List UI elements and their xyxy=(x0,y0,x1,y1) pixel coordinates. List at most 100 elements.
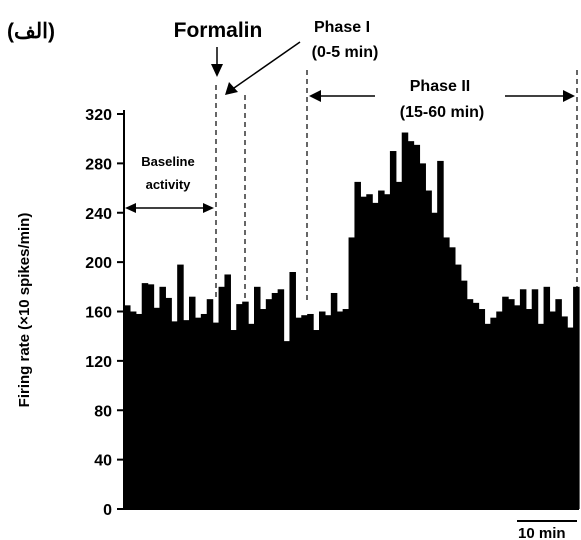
bar xyxy=(236,304,243,509)
bar xyxy=(295,317,302,509)
bar xyxy=(543,286,551,509)
baseline-label-line2: activity xyxy=(146,177,192,192)
bar xyxy=(177,264,184,509)
bar xyxy=(259,309,267,509)
bar xyxy=(407,141,415,509)
bar xyxy=(189,296,196,509)
bar xyxy=(360,196,367,509)
y-axis-label: Firing rate (×10 spikes/min) xyxy=(16,213,33,408)
bar xyxy=(525,309,533,509)
bar xyxy=(537,323,545,509)
bar xyxy=(224,274,231,509)
bar xyxy=(460,280,468,509)
bar xyxy=(135,313,143,509)
bar xyxy=(342,309,350,509)
bar xyxy=(153,307,161,509)
bar xyxy=(502,296,509,509)
bar xyxy=(354,181,361,509)
bar xyxy=(389,151,397,509)
bar xyxy=(194,317,202,509)
bar xyxy=(437,160,444,509)
bar xyxy=(454,264,462,509)
bar xyxy=(514,305,521,509)
bar xyxy=(401,132,409,509)
y-tick-label: 240 xyxy=(85,206,112,223)
bar xyxy=(307,313,314,509)
y-tick-label: 120 xyxy=(85,354,112,371)
bar xyxy=(472,302,480,509)
formalin-arrowhead xyxy=(211,64,223,77)
phase1-range: (0-5 min) xyxy=(312,44,379,61)
bar xyxy=(443,237,450,509)
phase2-arrow-right-head xyxy=(563,90,575,102)
bar xyxy=(124,305,131,509)
bar xyxy=(301,315,308,509)
y-tick-label: 40 xyxy=(94,453,112,470)
bar xyxy=(449,247,456,509)
y-tick-label: 80 xyxy=(94,403,112,420)
bar xyxy=(395,181,403,509)
bar xyxy=(466,299,474,509)
bar xyxy=(549,311,556,509)
phase2-title: Phase II xyxy=(410,78,470,95)
bar xyxy=(141,283,149,509)
bar xyxy=(336,311,344,509)
phase2-range: (15-60 min) xyxy=(400,104,484,121)
bar xyxy=(330,292,338,509)
bar xyxy=(508,299,515,509)
phase2-arrow-left-head xyxy=(309,90,321,102)
bar xyxy=(129,311,137,509)
bar xyxy=(313,330,320,509)
bar xyxy=(159,286,166,509)
bar xyxy=(496,311,503,509)
bar xyxy=(230,330,237,509)
bar xyxy=(147,284,155,509)
phase1-arrow-shaft xyxy=(233,41,301,89)
bar xyxy=(183,320,190,509)
bar xyxy=(366,194,373,510)
bar xyxy=(425,190,432,509)
bar xyxy=(200,313,208,509)
bar xyxy=(271,292,279,509)
bar xyxy=(490,317,497,509)
y-tick-label: 320 xyxy=(85,107,112,124)
bar xyxy=(484,323,491,509)
baseline-arrow-right-head xyxy=(203,203,214,213)
bar xyxy=(319,311,326,509)
bar xyxy=(567,327,574,509)
bar xyxy=(431,212,438,509)
bar xyxy=(372,202,379,510)
y-tick-label: 280 xyxy=(85,156,112,173)
bar xyxy=(378,190,385,509)
phase1-title: Phase I xyxy=(314,19,370,36)
y-tick-label: 0 xyxy=(103,502,112,519)
bar xyxy=(555,299,562,509)
bars xyxy=(124,132,580,510)
baseline-arrow-left-head xyxy=(125,203,136,213)
bar xyxy=(212,322,220,509)
bar xyxy=(531,289,539,509)
bar xyxy=(206,299,214,509)
bar xyxy=(283,341,291,510)
baseline-label-line1: Baseline xyxy=(141,154,194,169)
bar xyxy=(348,237,356,509)
phase1-arrowhead xyxy=(225,82,238,95)
bar xyxy=(573,286,580,509)
bar xyxy=(478,309,486,509)
bar xyxy=(519,289,527,509)
scale-bar-label: 10 min xyxy=(518,525,566,540)
bar xyxy=(277,289,285,509)
bar xyxy=(218,286,226,509)
formalin-label: Formalin xyxy=(174,19,263,42)
bar xyxy=(254,286,261,509)
bar xyxy=(242,301,249,510)
bar xyxy=(265,299,273,509)
bar xyxy=(413,144,421,510)
bar xyxy=(289,272,296,509)
bar xyxy=(419,163,426,510)
y-tick-label: 200 xyxy=(85,255,112,272)
y-tick-label: 160 xyxy=(85,305,112,322)
y-axis-ticks: 0 40 80 120 160 200 240 280 320 xyxy=(85,107,124,519)
panel-label: (الف) xyxy=(7,20,55,43)
